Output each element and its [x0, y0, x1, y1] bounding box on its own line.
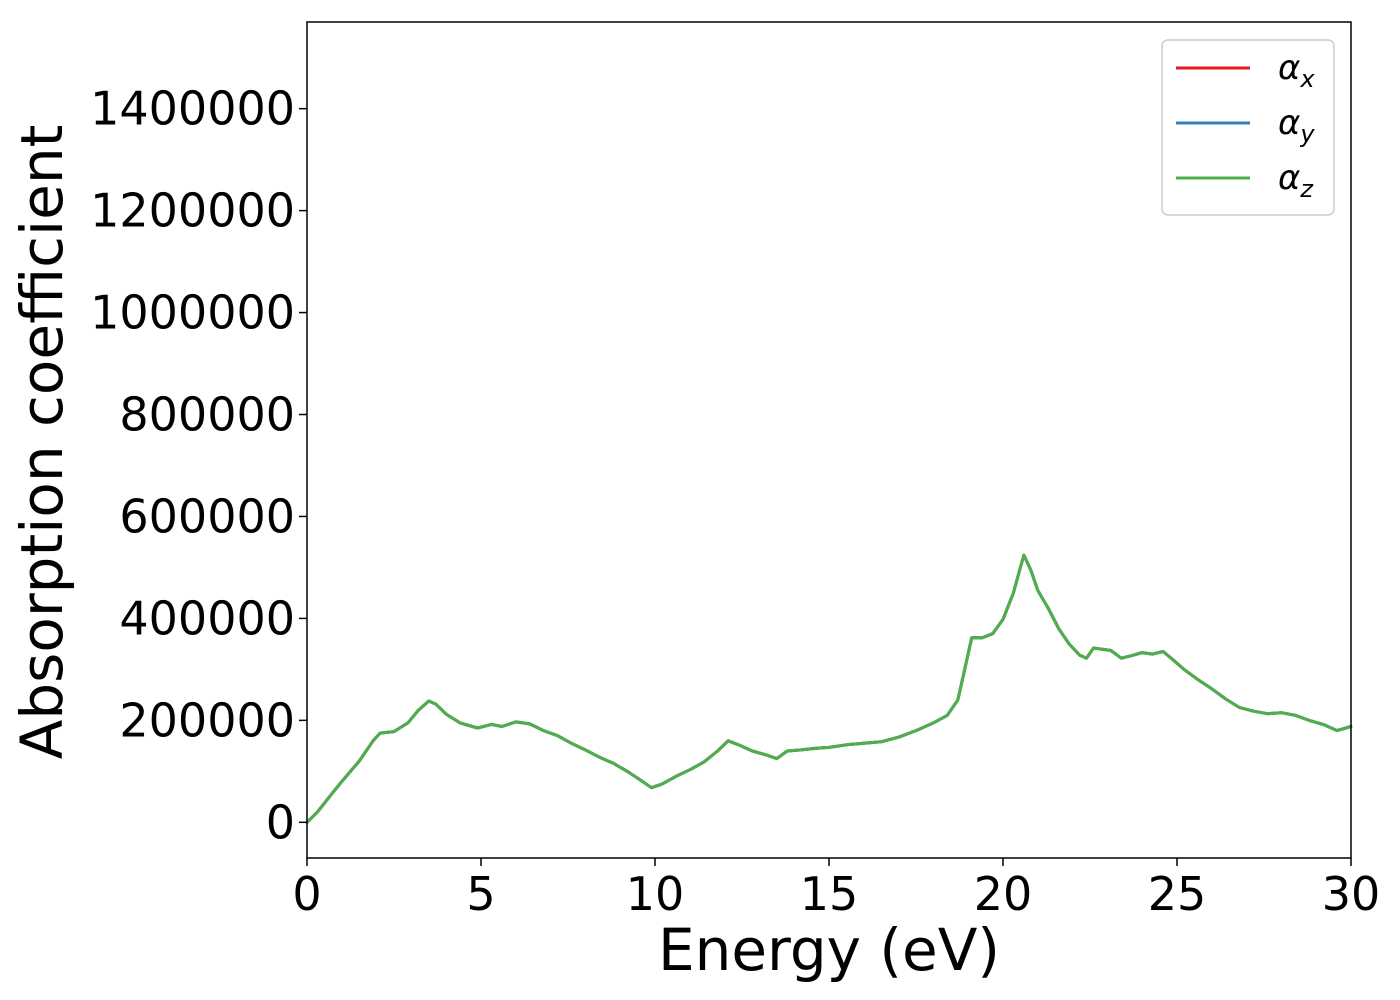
x-tick-label: 10: [626, 867, 685, 921]
x-tick-label: 30: [1322, 867, 1381, 921]
y-tick-label: 0: [266, 795, 295, 849]
x-tick-label: 0: [292, 867, 321, 921]
x-tick-label: 5: [466, 867, 495, 921]
x-tick-label: 15: [800, 867, 859, 921]
legend-box: [1161, 39, 1335, 216]
plot-area: [305, 553, 1353, 824]
series-line-z: [305, 553, 1353, 824]
x-tick-label: 25: [1148, 867, 1207, 921]
y-tick-label: 800000: [119, 388, 295, 442]
series-line-x: [305, 553, 1353, 824]
legend-label-x: αx: [1278, 48, 1315, 93]
series-line-y: [305, 553, 1353, 824]
legend-label-z: αz: [1278, 158, 1314, 203]
y-tick-label: 600000: [119, 489, 295, 543]
x-tick-label: 20: [974, 867, 1033, 921]
legend: αx αy αz: [1161, 39, 1335, 216]
y-tick-label: 1200000: [90, 184, 295, 238]
y-tick-label: 200000: [119, 693, 295, 747]
y-tick-label: 1000000: [90, 286, 295, 340]
y-axis-title: Absorption coefficient: [8, 125, 76, 760]
x-axis-ticks: 0 5 10 15 20 25 30: [292, 858, 1380, 921]
y-tick-label: 1400000: [90, 82, 295, 136]
legend-label-y: αy: [1278, 103, 1315, 148]
y-axis-ticks: 0 200000 400000 600000 800000 1000000 1200000 1…: [90, 82, 307, 849]
y-tick-label: 400000: [119, 591, 295, 645]
x-axis-title: Energy (eV): [658, 916, 1000, 984]
